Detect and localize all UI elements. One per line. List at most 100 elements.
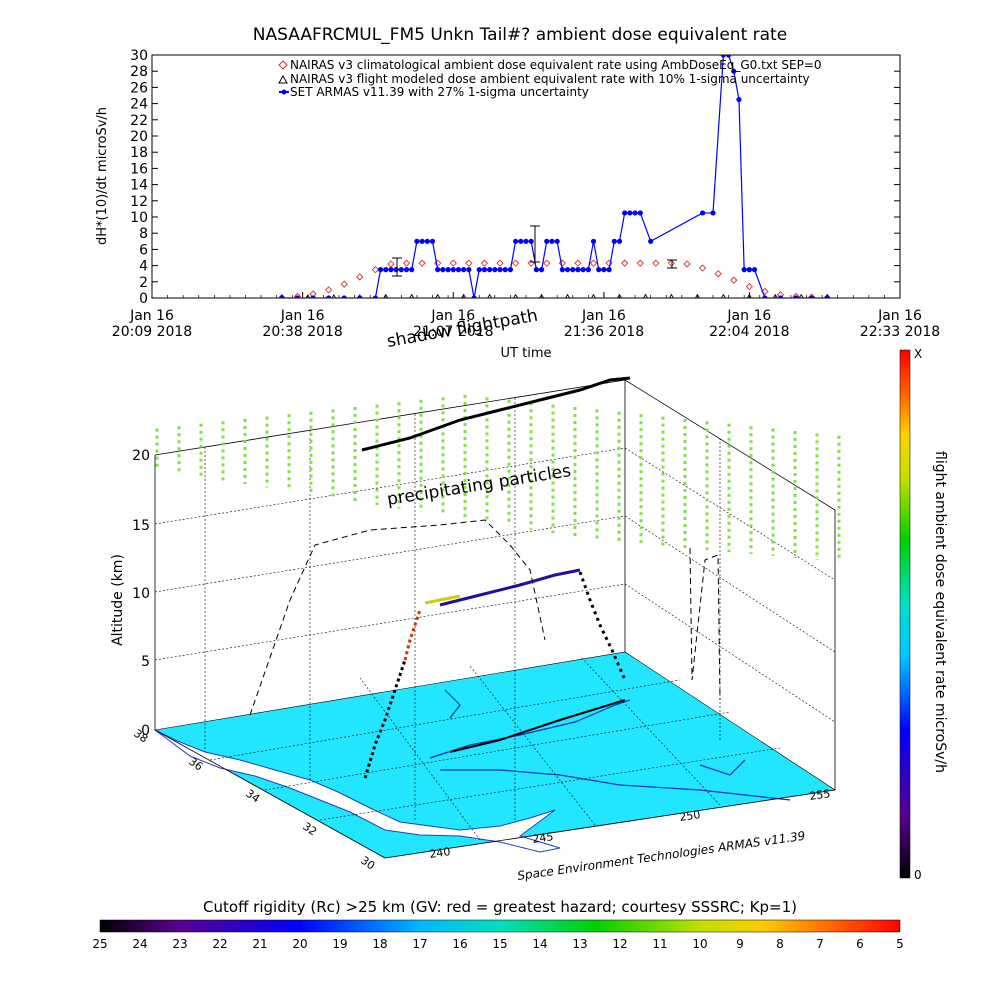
y-axis-label: dH*(10)/dt microSv/h [95,107,110,245]
data-point [398,267,404,273]
altitude-tick: 5 [141,654,150,670]
data-point [580,267,586,273]
legend-marker [278,74,288,84]
data-point [461,267,467,273]
altitude-tick: 20 [132,448,150,464]
y-tick-label: 24 [130,97,148,113]
data-point [538,267,545,273]
grid-line [624,583,836,723]
y-tick-label: 6 [139,242,148,258]
data-point [388,267,394,273]
data-point [414,238,420,244]
rigidity-tick-label: 9 [736,937,744,951]
y-tick-label: 2 [139,275,148,291]
data-point [445,267,451,273]
data-point [402,259,411,267]
series-0 [278,259,831,298]
data-point [762,295,768,298]
latitude-tick: 32 [300,820,319,839]
contour [440,769,791,801]
legend-label: NAIRAS v3 climatological ambient dose eq… [290,58,822,72]
y-tick-label: 16 [130,161,148,177]
rigidity-tick-label: 18 [372,937,387,951]
data-point [371,266,379,274]
data-point [564,267,571,273]
data-point [533,267,539,273]
latitude-tick: 30 [358,854,377,873]
rigidity-tick-label: 5 [896,937,904,951]
rigidity-ticks: 25 24 23 22 21 20 19 18 17 16 15 14 13 12 11 10 9 8 7 6 5 [92,937,903,951]
error-bars [392,225,677,277]
data-point [435,293,441,298]
data-point [527,259,535,267]
data-point [746,293,752,298]
rigidity-tick-label: 6 [856,937,864,951]
y-tick-label: 20 [130,129,148,145]
precipitating-particles [155,395,841,562]
grid-line [209,679,681,761]
data-point [480,259,489,267]
data-point [585,267,591,273]
data-point [496,259,504,267]
data-point [513,293,519,298]
longitude-tick: 255 [809,787,832,803]
rigidity-tick-label: 15 [492,937,507,951]
altitude-tick: 0 [141,723,150,739]
data-point [465,259,473,267]
shadow-paths [249,519,721,716]
data-point [511,259,520,267]
data-point [554,238,560,244]
data-point [455,267,462,273]
dose-colorbar-gradient [899,349,911,879]
flight-segment [424,594,461,605]
rigidity-tick-label: 8 [776,937,784,951]
grid-line [624,447,836,581]
data-point [539,293,545,298]
data-point [601,267,607,273]
legend-item-nairas-climatological: NAIRAS v3 climatological ambient dose eq… [278,58,822,72]
altitude-axis-label: Altitude (km) [110,554,126,646]
rigidity-tick-label: 17 [412,937,427,951]
data-point [544,238,550,244]
rigidity-tick-label: 7 [816,937,824,951]
data-point [487,267,493,273]
data-point [393,267,399,273]
data-point [648,238,654,244]
data-point [683,260,691,268]
data-point [310,295,316,298]
data-point [528,238,534,244]
data-point [549,238,555,244]
data-point [492,267,498,273]
data-point [543,259,551,267]
rigidity-tick-label: 16 [452,937,467,951]
data-point [751,267,758,273]
y-tick-label: 14 [130,178,148,194]
data-point [632,210,638,216]
data-point [324,286,333,294]
data-point [730,276,738,284]
data-point [559,267,565,273]
annotation-armas-credit: Space Environment Technologies ARMAS v11… [516,829,806,883]
y-tick-label: 22 [130,113,148,129]
data-point [383,267,389,273]
grid-line [469,665,596,826]
longitude-tick: 245 [532,830,555,846]
data-point [720,293,726,298]
data-point [523,238,529,244]
data-point [668,293,675,298]
data-point [605,259,613,267]
y-tick-label: 28 [130,64,148,80]
data-point [341,295,347,298]
y-tick-label: 12 [130,194,148,210]
legend-item-nairas-flight: NAIRAS v3 flight modeled dose ambient eq… [278,72,810,86]
legend-marker [281,89,287,95]
altitude-tick: 10 [132,586,150,602]
data-point [507,267,514,273]
data-point [326,295,332,298]
legend-item-armas: SET ARMAS v11.39 with 27% 1-sigma uncert… [279,85,589,99]
floor-grid [209,655,781,841]
land-contours [429,689,791,801]
x-tick-label: Jan 16 [581,308,626,324]
rigidity-tick-label: 25 [92,937,107,951]
